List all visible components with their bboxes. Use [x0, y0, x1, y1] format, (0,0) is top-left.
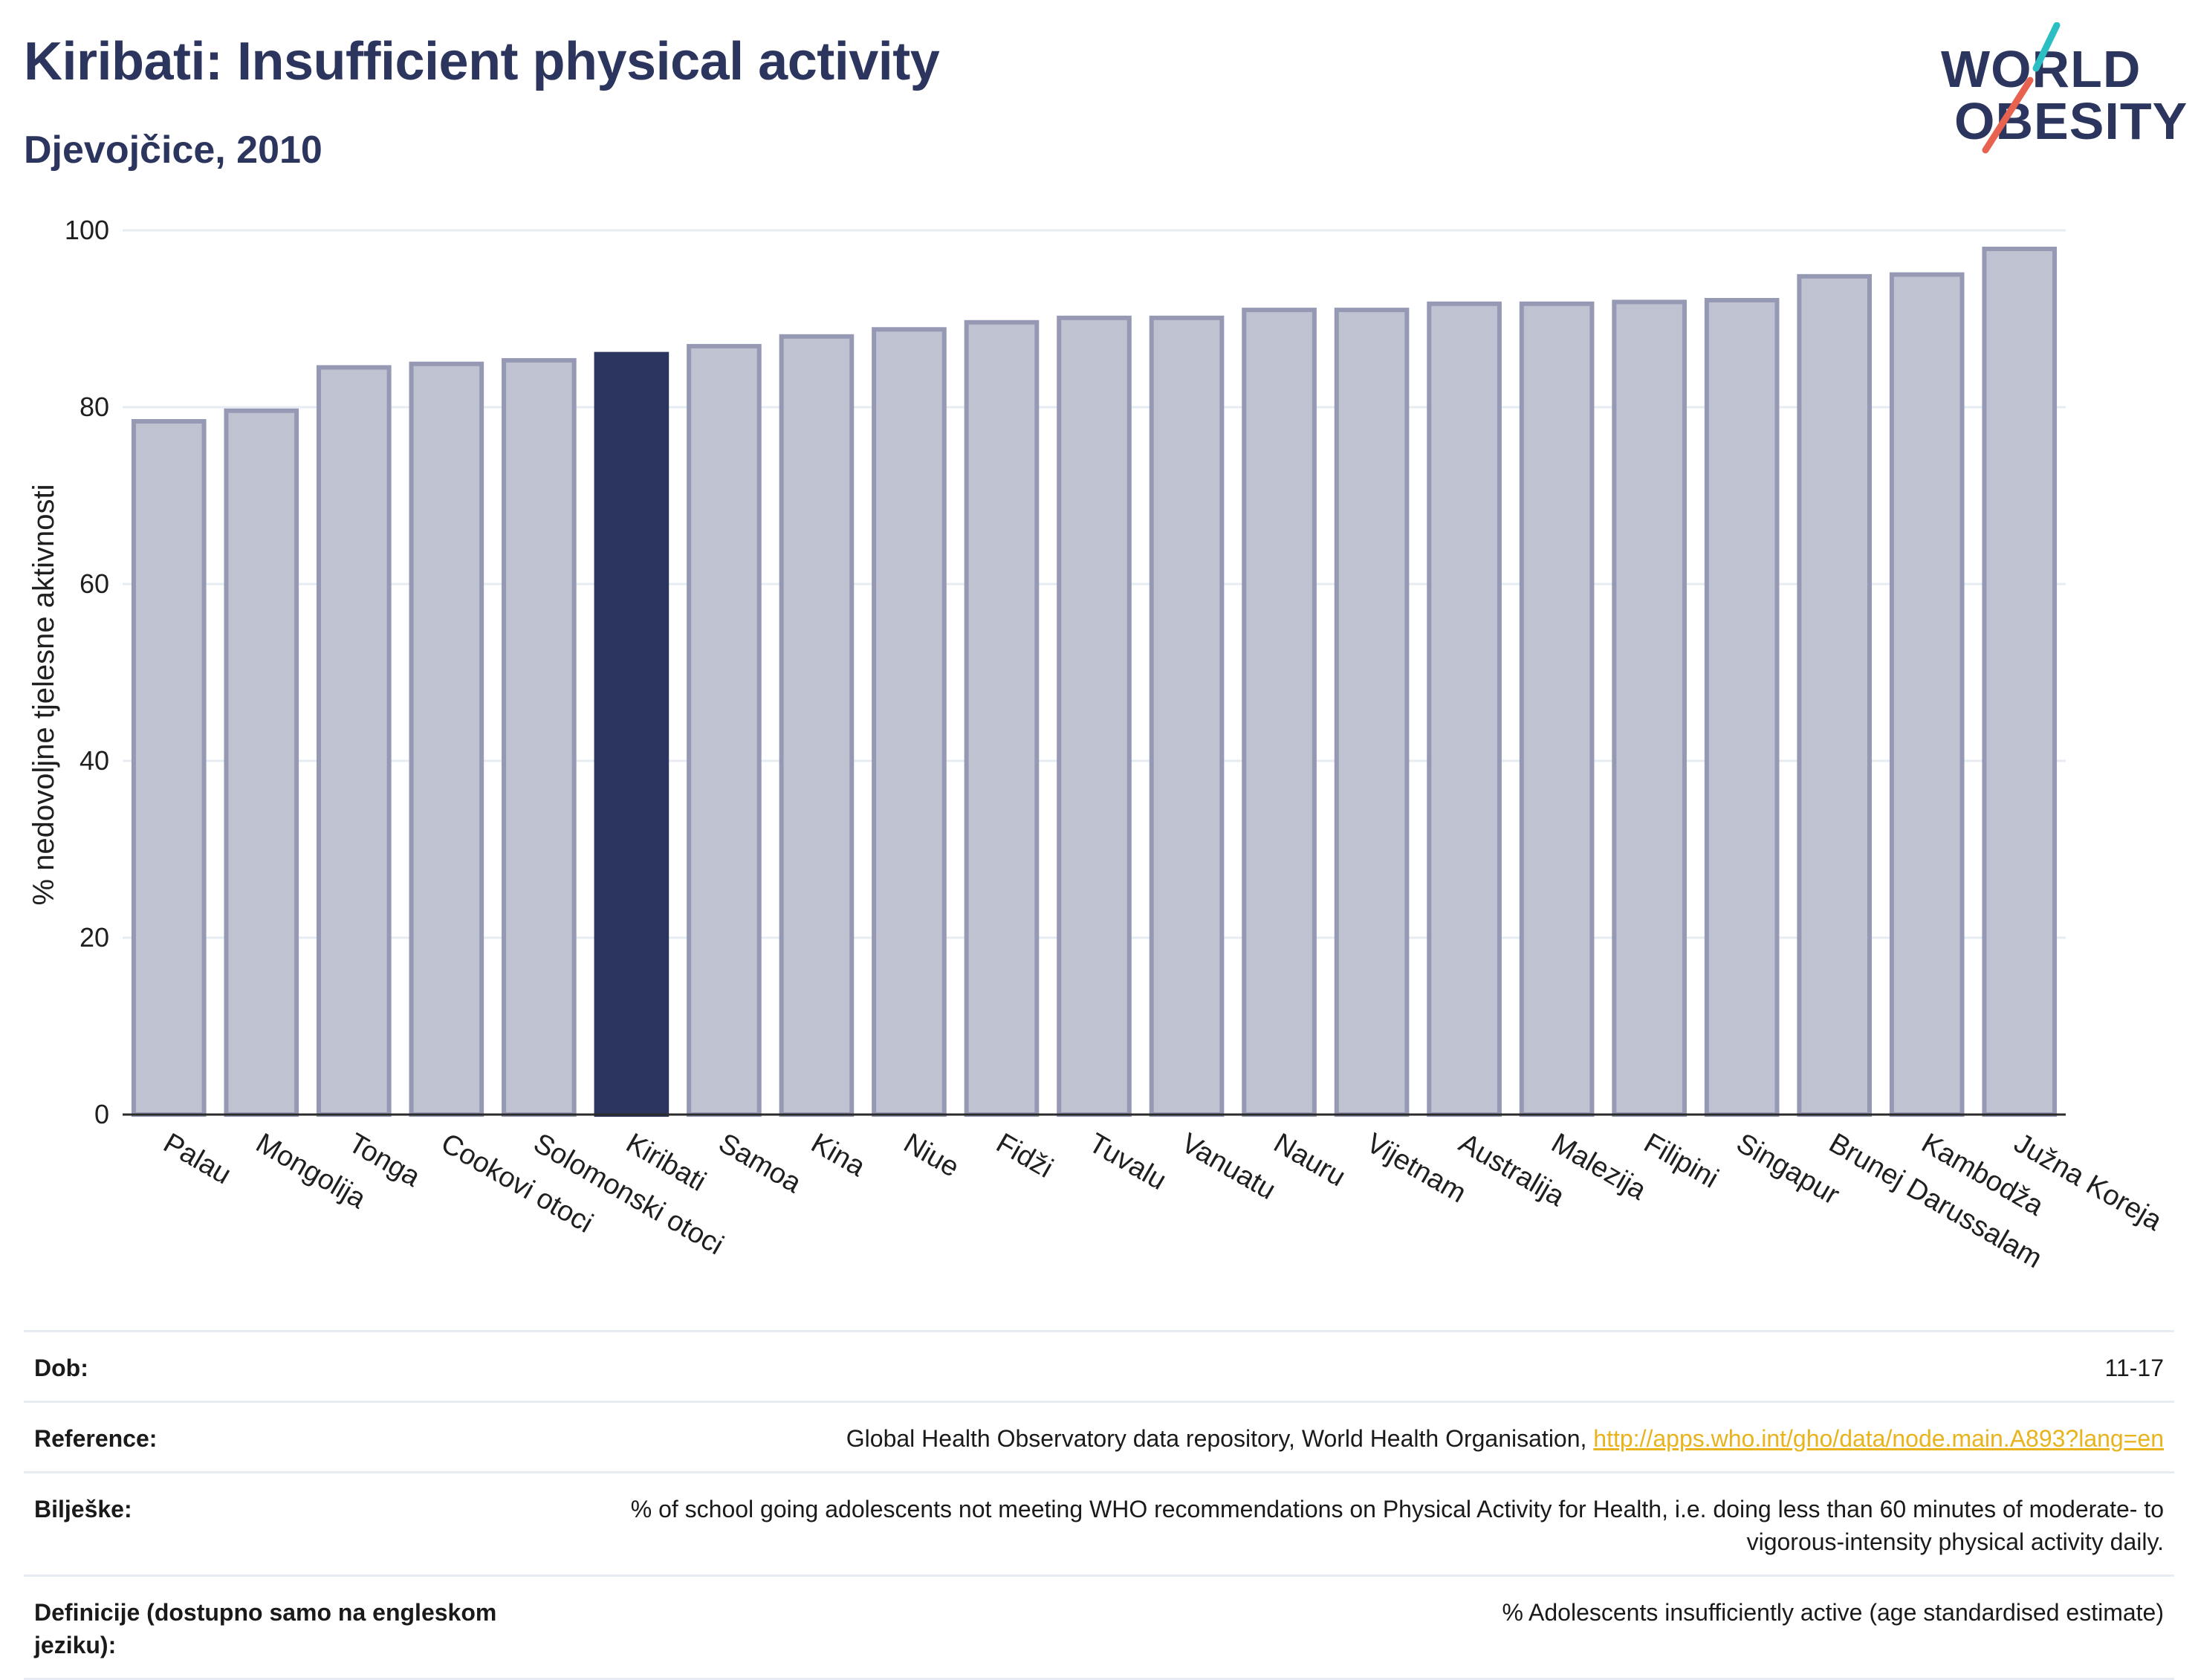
y-tick-label: 60: [80, 568, 109, 599]
x-tick-label: Samoa: [713, 1127, 807, 1199]
bar-kina: [779, 334, 855, 1117]
bar-samoa: [687, 343, 762, 1117]
x-tick-label: Filipini: [1638, 1127, 1723, 1194]
x-tick-label: Tuvalu: [1083, 1127, 1172, 1196]
bar-vijetnam: [1334, 308, 1410, 1118]
x-tick-label: Nauru: [1268, 1127, 1351, 1193]
info-label: Bilješke:: [34, 1496, 132, 1522]
bar-tuvalu: [1057, 315, 1132, 1117]
info-value: % of school going adolescents not meetin…: [630, 1496, 2164, 1555]
x-tick-label: Niue: [898, 1127, 965, 1183]
info-row-age: Dob: 11-17: [24, 1330, 2174, 1401]
bar-palau: [131, 419, 207, 1118]
bar-vanuatu: [1149, 315, 1225, 1117]
y-axis-label: % nedovoljne tjelesne aktivnosti: [27, 484, 60, 905]
bar-australija: [1427, 301, 1502, 1117]
info-row-definitions: Definicije (dostupno samo na engleskom j…: [24, 1574, 2174, 1680]
bar-fidži: [964, 320, 1040, 1117]
bar-niue: [872, 327, 947, 1117]
bar-tonga: [316, 365, 392, 1117]
chart-subtitle: Djevojčice, 2010: [24, 129, 322, 172]
bar-solomonski-otoci: [502, 357, 577, 1117]
x-tick-label: Australija: [1453, 1127, 1570, 1213]
y-tick-label: 20: [80, 922, 109, 953]
bar-singapur: [1704, 298, 1780, 1117]
info-label: Reference:: [34, 1425, 158, 1452]
reference-text: Global Health Observatory data repositor…: [846, 1425, 1594, 1452]
bar-malezija: [1519, 301, 1595, 1117]
info-label: Definicije (dostupno samo na engleskom j…: [34, 1599, 497, 1658]
info-label: Dob:: [34, 1355, 88, 1381]
y-tick-label: 80: [80, 392, 109, 422]
bar-kiribati: [594, 351, 670, 1118]
world-obesity-logo: WORLD OBESITY: [1939, 22, 2187, 156]
x-tick-label: Fidži: [991, 1127, 1057, 1184]
info-value: 11-17: [2104, 1355, 2164, 1381]
info-row-notes: Bilješke: % of school going adolescents …: [24, 1471, 2174, 1574]
x-tick-label: Vanuatu: [1176, 1127, 1281, 1206]
bars: [131, 246, 2058, 1118]
bar-nauru: [1242, 308, 1317, 1118]
y-tick-label: 40: [80, 745, 109, 776]
bar-filipini: [1612, 299, 1687, 1117]
bar-brunej-darussalam: [1797, 273, 1873, 1117]
info-row-reference: Reference: Global Health Observatory dat…: [24, 1401, 2174, 1471]
bar-kambodža: [1889, 272, 1965, 1117]
info-table: Dob: 11-17 Reference: Global Health Obse…: [24, 1330, 2174, 1680]
bar-mongolija: [224, 408, 299, 1117]
reference-link[interactable]: http://apps.who.int/gho/data/node.main.A…: [1593, 1425, 2164, 1452]
logo-slash-icon: [1982, 22, 2061, 154]
x-tick-label: Singapur: [1731, 1127, 1845, 1211]
info-value: Global Health Observatory data repositor…: [569, 1422, 2164, 1455]
chart-title: Kiribati: Insufficient physical activity: [24, 32, 940, 91]
bar-cookovi-otoci: [409, 361, 484, 1117]
x-tick-label: Vijetnam: [1361, 1127, 1471, 1209]
bar-južna-koreja: [1982, 246, 2058, 1118]
y-tick-label: 0: [94, 1099, 109, 1129]
x-tick-label: Kina: [805, 1127, 871, 1183]
y-tick-label: 100: [65, 215, 109, 245]
info-value: % Adolescents insufficiently active (age…: [1502, 1599, 2164, 1626]
x-tick-label: Palau: [158, 1127, 236, 1190]
